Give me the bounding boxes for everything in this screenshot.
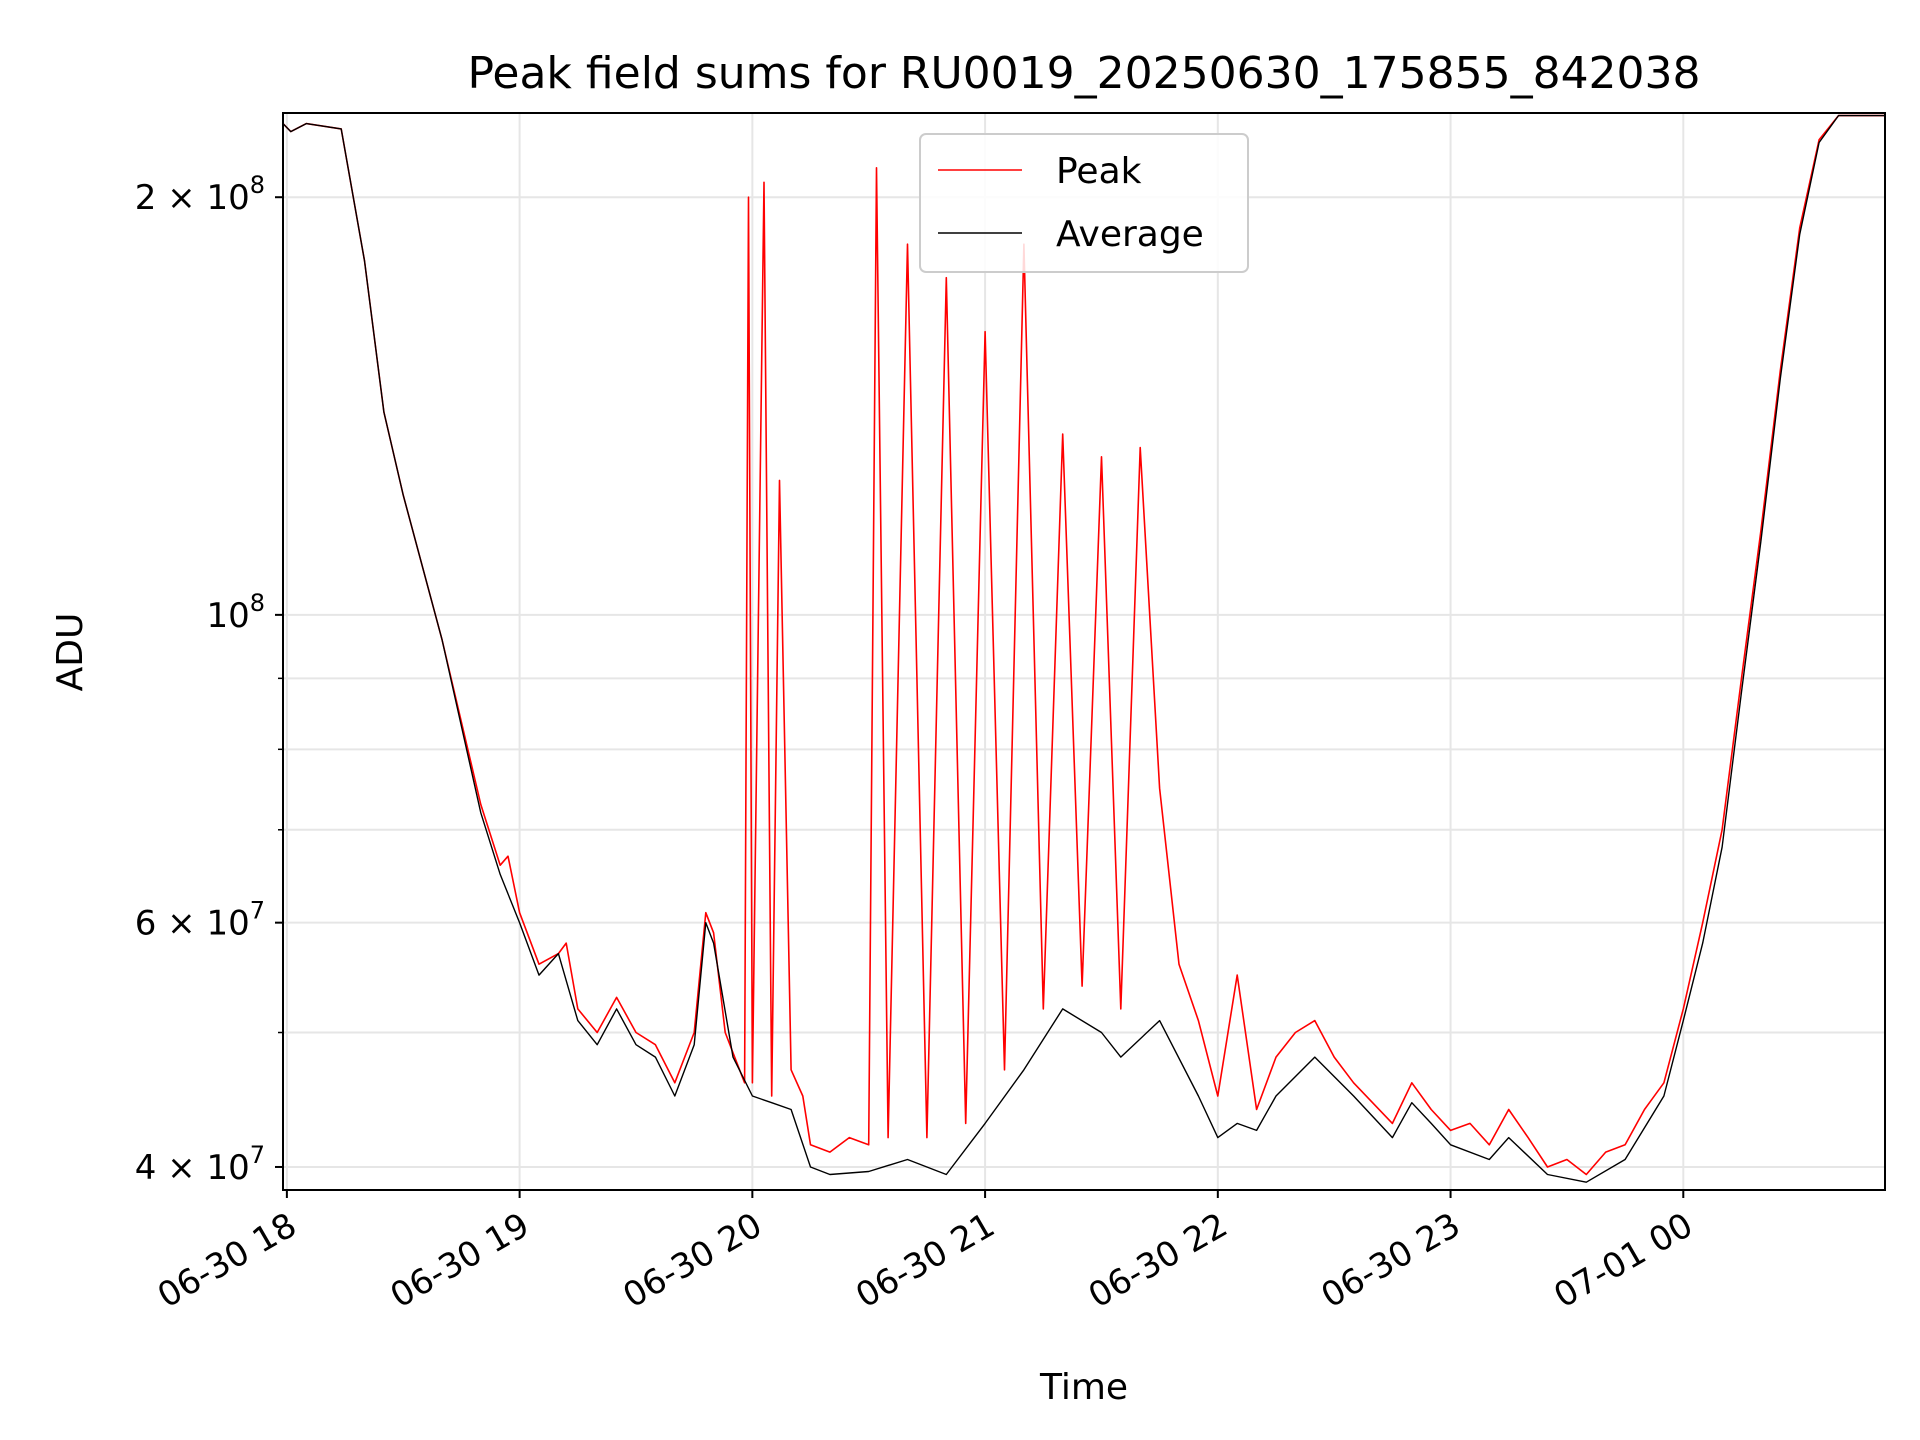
legend-box — [919, 133, 1249, 273]
legend-label-average: Average — [1056, 214, 1204, 255]
series-line-average — [282, 114, 1885, 1183]
series-line-peak — [282, 114, 1885, 1176]
legend-label-peak: Peak — [1056, 151, 1142, 192]
y-tick-label: 6 × 107 — [135, 897, 265, 944]
y-axis-label: ADU — [50, 613, 91, 692]
y-axis: 4 × 107 6 × 107 108 2 × 108 — [135, 171, 283, 1188]
y-tick-label: 2 × 108 — [135, 171, 265, 218]
chart-title: Peak field sums for RU0019_20250630_1758… — [467, 48, 1700, 99]
y-tick-label: 108 — [206, 589, 265, 636]
y-tick-label: 4 × 107 — [135, 1141, 265, 1188]
legend: Peak Average — [919, 133, 1249, 273]
series-layer — [282, 114, 1885, 1183]
x-axis-label: Time — [1039, 1367, 1128, 1408]
plot-frame — [282, 112, 1886, 1191]
